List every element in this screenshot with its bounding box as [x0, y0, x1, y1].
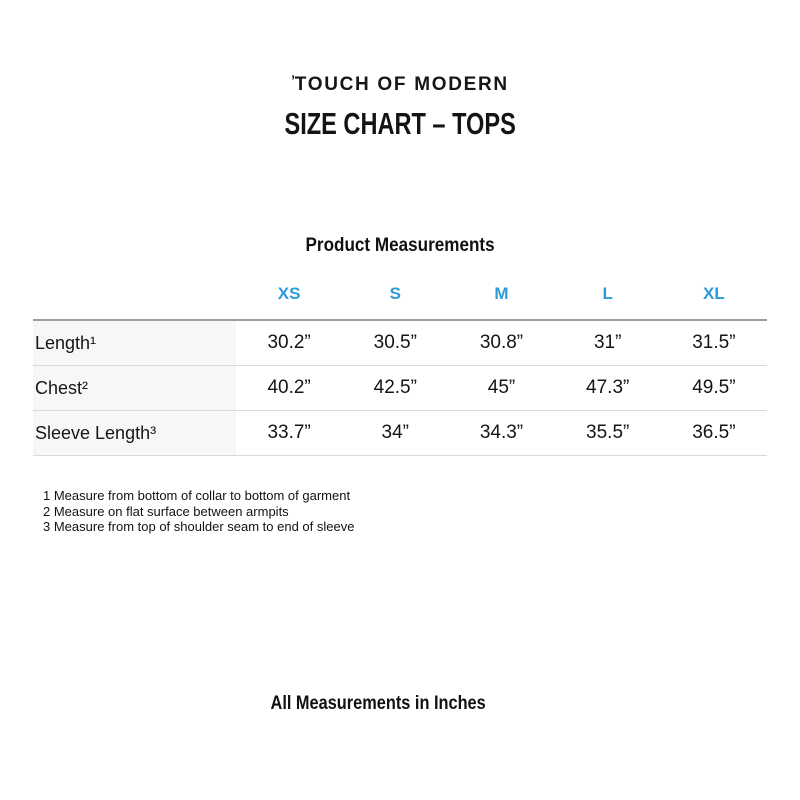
measurement-cell: 34.3”	[479, 422, 524, 443]
brand-logo: ’TOUCH OF MODERN	[0, 72, 800, 96]
measurement-cell: 33.7”	[267, 422, 311, 443]
table-row-sleeve-length: Sleeve Length³ 33.7” 34” 34.3” 35.5” 36.…	[33, 411, 767, 456]
measurement-cell: 36.5”	[692, 422, 736, 443]
row-label-chest: Chest²	[33, 366, 236, 410]
size-column-header-l: L	[602, 284, 613, 303]
footnote-2: 2 Measure on flat surface between armpit…	[43, 503, 289, 519]
row-label-length: Length¹	[33, 321, 236, 365]
measurement-cell: 34”	[381, 422, 410, 443]
table-caption-text: Product Measurements	[305, 235, 495, 256]
size-header-spacer	[33, 283, 236, 319]
measurement-cell: 35.5”	[586, 422, 630, 443]
table-row-chest: Chest² 40.2” 42.5” 45” 47.3” 49.5”	[33, 366, 767, 411]
measurements-table: XS S M L XL Length¹ 30.2” 30.5” 30.8” 31…	[33, 283, 767, 456]
size-column-header-m: M	[494, 284, 509, 303]
logo-tick-icon: ’	[291, 72, 297, 88]
units-note-text: All Measurements in Inches	[270, 693, 486, 714]
row-label-sleeve-length: Sleeve Length³	[33, 411, 236, 455]
size-column-header-s: S	[389, 284, 401, 303]
size-column-header-xs: XS	[277, 284, 301, 303]
footnote-1: 1 Measure from bottom of collar to botto…	[43, 488, 351, 503]
brand-logo-text: TOUCH OF MODERN	[294, 74, 509, 95]
footnote-3: 3 Measure from top of shoulder seam to e…	[43, 519, 355, 534]
measurement-cell: 47.3”	[586, 377, 630, 398]
measurement-cell: 49.5”	[692, 377, 736, 398]
size-header-row: XS S M L XL	[33, 283, 767, 319]
page-title: SIZE CHART – TOPS	[0, 106, 800, 148]
measurement-cell: 45”	[487, 377, 516, 398]
measurement-cell: 30.2”	[267, 332, 311, 353]
measurement-cell: 31.5”	[692, 332, 736, 353]
measurement-cell: 42.5”	[373, 377, 417, 398]
table-body: Length¹ 30.2” 30.5” 30.8” 31” 31.5” Ches…	[33, 319, 767, 456]
table-row-length: Length¹ 30.2” 30.5” 30.8” 31” 31.5”	[33, 321, 767, 366]
size-column-header-xl: XL	[703, 284, 725, 303]
measurement-cell: 40.2”	[267, 377, 311, 398]
footnotes: 1 Measure from bottom of collar to botto…	[43, 488, 354, 535]
measurement-cell: 30.5”	[373, 332, 417, 353]
measurement-cell: 30.8”	[479, 332, 524, 353]
table-caption: Product Measurements	[0, 235, 800, 257]
measurement-cell: 31”	[593, 332, 622, 353]
page-title-text: SIZE CHART – TOPS	[284, 106, 516, 141]
units-note: All Measurements in Inches	[0, 693, 800, 715]
